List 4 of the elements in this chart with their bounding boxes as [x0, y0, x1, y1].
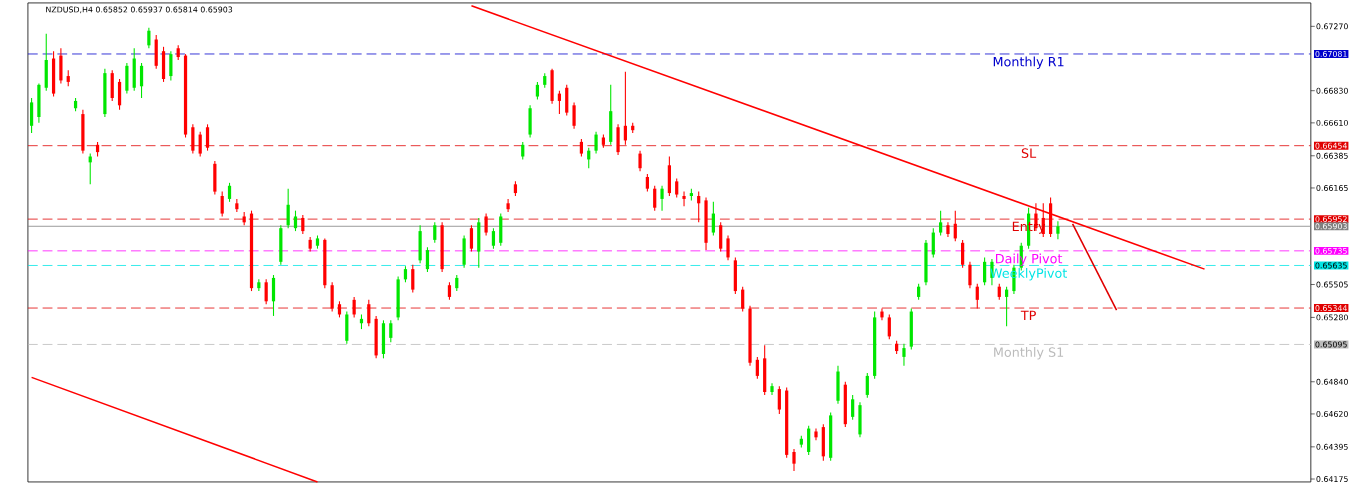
ref-line-label: Monthly S1: [994, 347, 1064, 360]
ref-line-label: SL: [1021, 148, 1037, 159]
ref-line-label: TP: [1020, 310, 1036, 321]
ref-line-label: Monthly R1: [993, 56, 1064, 70]
